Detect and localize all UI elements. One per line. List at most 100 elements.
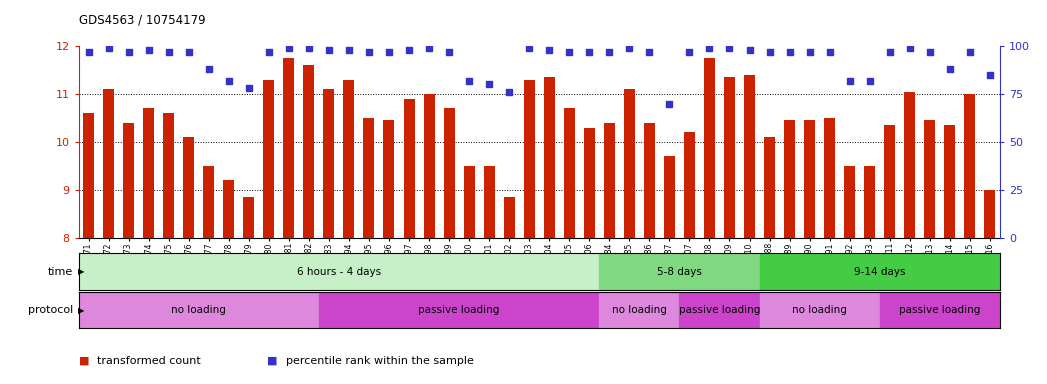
Point: [241, 85, 258, 91]
Bar: [804, 121, 816, 238]
Bar: [183, 137, 194, 238]
Text: ▶: ▶: [77, 306, 84, 314]
Point: [281, 45, 297, 51]
Bar: [83, 113, 94, 238]
Point: [401, 47, 418, 53]
Point: [741, 47, 758, 53]
Bar: [243, 197, 254, 238]
Text: GDS4563 / 10754179: GDS4563 / 10754179: [79, 13, 205, 26]
Bar: [504, 197, 515, 238]
Point: [160, 49, 177, 55]
Bar: [644, 123, 654, 238]
Point: [641, 49, 658, 55]
Bar: [964, 94, 976, 238]
Bar: [664, 157, 675, 238]
Bar: [484, 166, 494, 238]
Point: [261, 49, 277, 55]
Text: protocol: protocol: [28, 305, 73, 315]
Point: [941, 66, 958, 72]
Point: [120, 49, 137, 55]
Bar: [524, 79, 535, 238]
Bar: [759, 292, 879, 328]
Bar: [383, 121, 395, 238]
Bar: [163, 113, 174, 238]
Text: no loading: no loading: [793, 305, 847, 315]
Bar: [723, 77, 735, 238]
Bar: [203, 166, 215, 238]
Bar: [824, 118, 836, 238]
Text: 9-14 days: 9-14 days: [854, 266, 906, 277]
Point: [520, 45, 537, 51]
Point: [421, 45, 438, 51]
Bar: [263, 79, 274, 238]
Point: [140, 47, 157, 53]
Point: [681, 49, 697, 55]
Point: [701, 45, 718, 51]
Bar: [759, 253, 1000, 290]
Point: [581, 49, 598, 55]
Bar: [103, 89, 114, 238]
Text: 6 hours - 4 days: 6 hours - 4 days: [297, 266, 381, 277]
Text: time: time: [48, 266, 73, 277]
Bar: [944, 125, 955, 238]
Text: passive loading: passive loading: [419, 305, 499, 315]
Text: percentile rank within the sample: percentile rank within the sample: [286, 356, 473, 366]
Point: [461, 78, 477, 84]
Point: [561, 49, 578, 55]
Point: [200, 66, 217, 72]
Bar: [304, 65, 314, 238]
Text: passive loading: passive loading: [678, 305, 760, 315]
Bar: [343, 79, 355, 238]
Bar: [143, 109, 154, 238]
Bar: [984, 190, 996, 238]
Bar: [879, 292, 1000, 328]
Point: [761, 49, 778, 55]
Point: [961, 49, 978, 55]
Point: [101, 45, 117, 51]
Bar: [604, 123, 615, 238]
Bar: [680, 292, 759, 328]
Bar: [403, 99, 415, 238]
Point: [981, 72, 998, 78]
Point: [481, 81, 497, 88]
Bar: [704, 58, 715, 238]
Text: passive loading: passive loading: [899, 305, 980, 315]
Text: no loading: no loading: [172, 305, 226, 315]
Point: [360, 49, 377, 55]
Bar: [324, 89, 334, 238]
Point: [901, 45, 918, 51]
Point: [541, 47, 558, 53]
Bar: [464, 166, 474, 238]
Point: [821, 49, 838, 55]
Text: no loading: no loading: [611, 305, 667, 315]
Text: ■: ■: [79, 356, 89, 366]
Text: ▶: ▶: [77, 267, 84, 276]
Point: [661, 101, 677, 107]
Point: [721, 45, 738, 51]
Bar: [543, 77, 555, 238]
Bar: [764, 137, 775, 238]
Text: ■: ■: [267, 356, 277, 366]
Bar: [925, 121, 935, 238]
Bar: [444, 109, 454, 238]
Point: [862, 78, 878, 84]
Bar: [784, 121, 795, 238]
Point: [340, 47, 357, 53]
Bar: [684, 132, 695, 238]
Bar: [599, 253, 759, 290]
Bar: [79, 292, 319, 328]
Point: [500, 89, 517, 95]
Bar: [584, 127, 595, 238]
Bar: [284, 58, 294, 238]
Text: 5-8 days: 5-8 days: [656, 266, 701, 277]
Point: [300, 45, 317, 51]
Point: [441, 49, 458, 55]
Point: [601, 49, 618, 55]
Point: [842, 78, 859, 84]
Point: [781, 49, 798, 55]
Point: [801, 49, 818, 55]
Point: [180, 49, 197, 55]
Bar: [223, 180, 235, 238]
Point: [381, 49, 398, 55]
Point: [220, 78, 237, 84]
